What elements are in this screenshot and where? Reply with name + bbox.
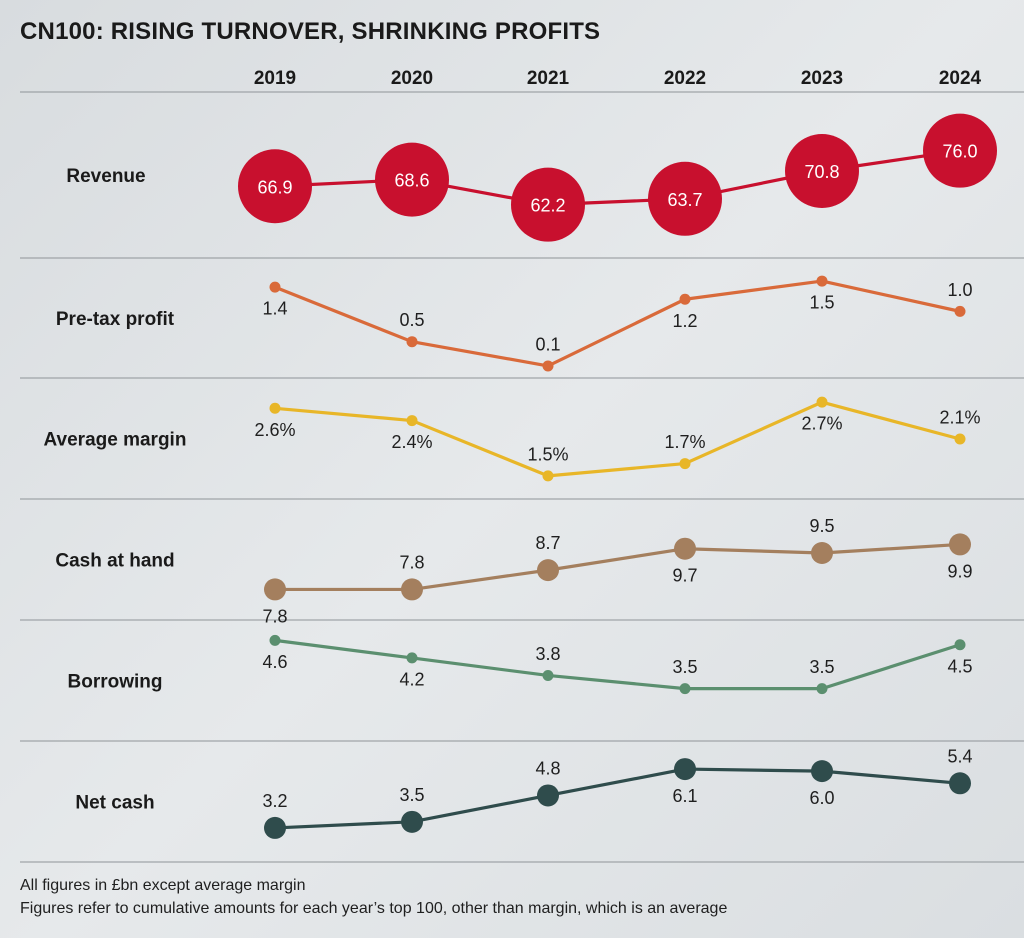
value-label-net-cash-2022: 6.1: [672, 786, 697, 806]
value-label-pre-tax-profit-2022: 1.2: [672, 311, 697, 331]
value-label-revenue-2023: 70.8: [804, 162, 839, 182]
value-label-net-cash-2019: 3.2: [262, 791, 287, 811]
series-line-net-cash: [274, 767, 961, 830]
value-label-revenue-2019: 66.9: [257, 177, 292, 197]
value-label-pre-tax-profit-2023: 1.5: [809, 293, 834, 313]
point-revenue-2023: [785, 134, 859, 208]
point-cash-at-hand-2021: [537, 559, 559, 582]
value-label-net-cash-2020: 3.5: [399, 785, 424, 805]
value-label-cash-at-hand-2021: 8.7: [535, 533, 560, 553]
point-pre-tax-profit-2019: [269, 281, 281, 293]
footnote-units: All figures in £bn except average margin: [20, 877, 306, 894]
series-line-cash-at-hand: [275, 542, 961, 592]
point-cash-at-hand-2023: [811, 542, 833, 564]
point-revenue-2021: [511, 167, 585, 242]
value-label-average-margin-2022: 1.7%: [664, 432, 705, 452]
point-net-cash-2019: [264, 816, 286, 839]
value-label-borrowing-2022: 3.5: [672, 657, 697, 677]
point-revenue-2022: [648, 161, 722, 236]
point-cash-at-hand-2022: [674, 537, 696, 560]
point-pre-tax-profit-2023: [816, 275, 828, 287]
chart: 2019 2020 2021 2022 2023 2024 Revenue 66.9 68.6 6…: [20, 68, 1024, 863]
point-cash-at-hand-2024: [949, 533, 971, 556]
value-label-borrowing-2020: 4.2: [399, 669, 424, 689]
value-label-pre-tax-profit-2021: 0.1: [535, 334, 560, 354]
value-label-average-margin-2020: 2.4%: [391, 432, 432, 452]
value-label-net-cash-2023: 6.0: [809, 788, 834, 808]
point-average-margin-2020: [406, 415, 418, 427]
value-label-revenue-2021: 62.2: [530, 196, 565, 216]
point-borrowing-2019: [269, 634, 281, 646]
footnotes: All figures in £bn except average margin…: [20, 874, 727, 920]
value-label-average-margin-2019: 2.6%: [254, 420, 295, 440]
chart-title: CN100: RISING TURNOVER, SHRINKING PROFIT…: [20, 18, 601, 45]
value-label-pre-tax-profit-2020: 0.5: [399, 310, 424, 330]
point-borrowing-2020: [406, 652, 418, 664]
value-label-cash-at-hand-2023: 9.5: [809, 516, 834, 536]
value-label-cash-at-hand-2020: 7.8: [399, 552, 424, 572]
value-label-pre-tax-profit-2024: 1.0: [947, 280, 972, 300]
value-label-net-cash-2024: 5.4: [947, 746, 972, 766]
point-borrowing-2021: [542, 669, 554, 681]
point-net-cash-2021: [537, 784, 559, 807]
value-label-borrowing-2024: 4.5: [947, 656, 972, 676]
series-line-average-margin: [274, 400, 961, 478]
row-label-net-cash: Net cash: [75, 793, 154, 814]
value-label-pre-tax-profit-2019: 1.4: [262, 299, 287, 319]
value-label-cash-at-hand-2019: 7.8: [262, 606, 287, 626]
point-average-margin-2022: [679, 458, 691, 470]
point-cash-at-hand-2020: [401, 578, 423, 601]
point-net-cash-2022: [674, 758, 696, 781]
row-label-average-margin: Average margin: [44, 430, 187, 451]
row-label-cash-at-hand: Cash at hand: [55, 551, 174, 572]
value-label-cash-at-hand-2022: 9.7: [672, 566, 697, 586]
point-pre-tax-profit-2021: [542, 360, 554, 372]
value-label-average-margin-2024: 2.1%: [939, 408, 980, 428]
year-label-2020: 2020: [391, 68, 433, 89]
year-label-2022: 2022: [664, 68, 706, 89]
year-label-2023: 2023: [801, 68, 843, 89]
point-average-margin-2023: [816, 396, 828, 408]
point-revenue-2020: [375, 142, 449, 217]
row-label-revenue: Revenue: [66, 166, 145, 187]
point-average-margin-2021: [542, 470, 554, 482]
point-revenue-2019: [238, 149, 312, 224]
value-label-revenue-2020: 68.6: [394, 171, 429, 191]
point-net-cash-2020: [401, 810, 423, 833]
point-net-cash-2024: [949, 772, 971, 795]
series-line-pre-tax-profit: [274, 279, 961, 368]
year-label-2024: 2024: [939, 68, 982, 89]
footnote-scope: Figures refer to cumulative amounts for …: [20, 900, 728, 917]
point-pre-tax-profit-2020: [406, 336, 418, 348]
value-label-borrowing-2021: 3.8: [535, 644, 560, 664]
value-label-revenue-2024: 76.0: [942, 142, 977, 162]
value-label-net-cash-2021: 4.8: [535, 758, 560, 778]
value-label-borrowing-2019: 4.6: [262, 652, 287, 672]
value-label-average-margin-2021: 1.5%: [527, 444, 568, 464]
series-line-borrowing: [274, 638, 961, 691]
point-average-margin-2019: [269, 402, 281, 414]
point-borrowing-2023: [816, 683, 828, 695]
value-label-cash-at-hand-2024: 9.9: [947, 561, 972, 581]
point-average-margin-2024: [954, 433, 966, 445]
value-label-borrowing-2023: 3.5: [809, 657, 834, 677]
point-pre-tax-profit-2024: [954, 305, 966, 317]
year-label-2019: 2019: [254, 68, 296, 89]
point-net-cash-2023: [811, 760, 833, 783]
row-label-borrowing: Borrowing: [68, 672, 163, 693]
point-pre-tax-profit-2022: [679, 293, 691, 305]
point-revenue-2024: [923, 113, 997, 188]
point-borrowing-2024: [954, 639, 966, 651]
value-label-revenue-2022: 63.7: [667, 190, 702, 210]
point-cash-at-hand-2019: [264, 578, 286, 601]
value-label-average-margin-2023: 2.7%: [801, 414, 842, 434]
year-label-2021: 2021: [527, 68, 570, 89]
row-label-pre-tax-profit: Pre-tax profit: [56, 309, 175, 330]
point-borrowing-2022: [679, 683, 691, 695]
